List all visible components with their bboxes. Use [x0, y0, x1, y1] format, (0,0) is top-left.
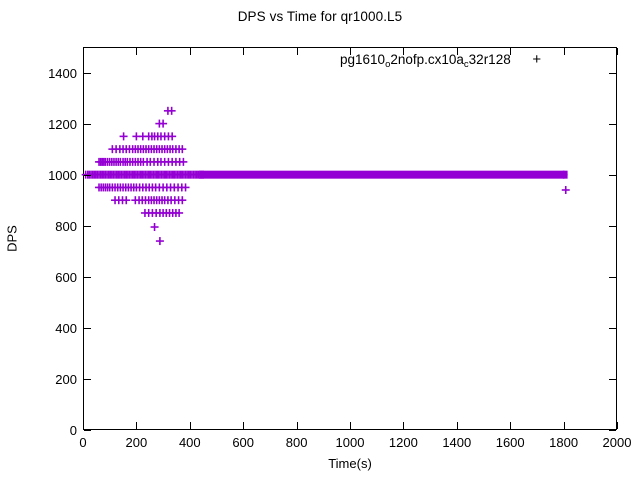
x-tick-mark	[510, 48, 512, 55]
data-series-markers	[81, 106, 570, 246]
chart-title: DPS vs Time for qr1000.L5	[237, 9, 403, 24]
y-tick-label: 400	[55, 320, 77, 336]
y-tick-label: 1000	[48, 167, 77, 183]
x-tick-mark	[350, 422, 351, 429]
y-tick-mark	[84, 225, 91, 227]
x-tick-mark	[189, 422, 191, 429]
y-tick-label: 800	[55, 218, 77, 234]
x-tick-mark	[243, 48, 245, 55]
y-axis-label: DPS	[4, 225, 20, 252]
y-tick-mark	[609, 378, 616, 380]
y-tick-mark	[84, 327, 91, 329]
x-tick-mark	[136, 48, 138, 55]
x-tick-label: 2000	[602, 435, 632, 450]
y-tick-label: 0	[69, 423, 77, 438]
y-tick-label: 600	[55, 269, 77, 285]
x-tick-label: 1200	[388, 435, 418, 450]
x-tick-mark	[617, 48, 618, 55]
dense-saturated-band	[199, 170, 568, 179]
y-tick-mark	[84, 378, 91, 380]
x-tick-label: 1400	[442, 435, 472, 450]
y-tick-mark	[609, 430, 616, 431]
x-tick-mark	[456, 48, 458, 55]
y-tick-mark	[84, 174, 91, 176]
x-tick-mark	[189, 48, 191, 55]
x-tick-mark	[403, 422, 405, 429]
x-tick-label: 0	[79, 435, 87, 450]
y-tick-mark	[609, 174, 616, 176]
y-tick-mark	[84, 430, 91, 431]
x-tick-label: 200	[125, 435, 148, 450]
plot-area	[81, 47, 617, 430]
x-tick-label: 800	[285, 435, 308, 450]
x-tick-mark	[350, 48, 351, 55]
y-tick-mark	[609, 225, 616, 227]
legend-series-label: pg1610o2nofp.cx10ac32r128	[340, 51, 511, 70]
x-tick-mark	[83, 422, 84, 429]
y-tick-mark	[609, 327, 616, 329]
x-tick-label: 1000	[335, 435, 365, 450]
x-tick-mark	[83, 48, 84, 55]
y-tick-label: 1400	[48, 65, 77, 81]
x-tick-mark	[563, 422, 565, 429]
x-tick-mark	[510, 422, 512, 429]
x-tick-mark	[296, 48, 298, 55]
legend: pg1610o2nofp.cx10ac32r128 +	[340, 48, 563, 70]
y-tick-mark	[84, 72, 91, 74]
x-tick-mark	[563, 48, 565, 55]
x-tick-mark	[617, 422, 618, 429]
y-tick-mark	[84, 276, 91, 278]
y-tick-mark	[609, 276, 616, 278]
y-tick-label: 1200	[48, 116, 77, 132]
y-tick-mark	[609, 72, 616, 74]
x-tick-label: 400	[178, 435, 201, 450]
x-tick-mark	[296, 422, 298, 429]
x-tick-mark	[456, 422, 458, 429]
x-axis-label: Time(s)	[328, 456, 372, 471]
x-tick-mark	[136, 422, 138, 429]
x-tick-label: 1600	[495, 435, 525, 450]
y-axis-tick-labels: 0 200 400 600 800 1000 1200 1400	[0, 0, 77, 480]
x-tick-label: 600	[232, 435, 255, 450]
x-tick-mark	[243, 422, 245, 429]
y-tick-mark	[84, 123, 91, 125]
legend-marker-sample: +	[532, 50, 542, 68]
y-tick-label: 200	[55, 371, 77, 387]
x-tick-label: 1800	[549, 435, 579, 450]
y-tick-mark	[609, 123, 616, 125]
x-tick-mark	[403, 48, 405, 55]
